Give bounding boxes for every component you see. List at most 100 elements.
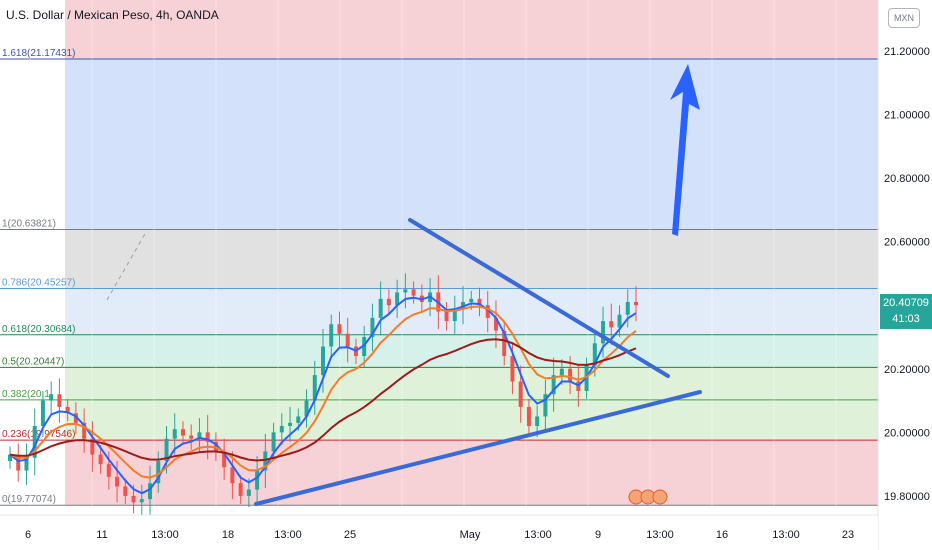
candle-body (461, 302, 466, 309)
candle-body (271, 432, 276, 452)
candle-body (452, 308, 457, 322)
candle-body (106, 464, 111, 477)
candle-body (40, 400, 45, 426)
fib-label-1: 1(20.63821) (2, 218, 56, 229)
candle-body (189, 435, 194, 439)
x-tick-label: 25 (344, 529, 356, 541)
candle-body (148, 483, 153, 500)
x-tick-label: 13:00 (274, 529, 302, 541)
ema-fast-line (9, 295, 637, 495)
candle-body (543, 394, 548, 417)
fib-zone-0 (65, 0, 878, 60)
candle-body (49, 394, 54, 401)
candle-body (172, 429, 177, 439)
candle-body (535, 416, 540, 426)
candle-body (205, 432, 210, 442)
fib-zone-4 (65, 334, 878, 368)
candle-body (139, 499, 144, 503)
candle-body (238, 483, 243, 496)
currency-badge[interactable]: MXN (888, 8, 920, 28)
up-arrow-icon (670, 64, 700, 236)
candle-body (329, 324, 334, 347)
candle-body (477, 298, 482, 306)
candle-body (386, 298, 391, 306)
x-tick-label: 18 (222, 529, 234, 541)
candle-body (263, 451, 268, 471)
descending-trendline (408, 218, 670, 378)
candle-body (370, 317, 375, 337)
candle-body (156, 460, 161, 484)
ema-slow-line (9, 338, 637, 462)
y-tick-label: 20.20000 (884, 364, 930, 376)
candle-body (8, 454, 12, 461)
x-tick-label: 13:00 (151, 529, 179, 541)
candle-body (518, 381, 523, 407)
current-price-tag: 20.40709 41:03 (880, 294, 932, 329)
candle-body (90, 438, 95, 455)
fib-label-7: 0(19.77074) (2, 494, 56, 505)
candle-body (568, 368, 573, 382)
candle-body (526, 406, 531, 426)
candle-body (230, 467, 235, 484)
candle-body (403, 289, 408, 293)
x-tick-label: 13:00 (524, 529, 552, 541)
candle-body (131, 495, 136, 503)
fib-zone-6 (65, 399, 878, 441)
x-tick-label: 16 (716, 529, 728, 541)
time-axis-bg (0, 515, 878, 550)
candle-body (57, 394, 62, 407)
candle-body (164, 438, 169, 461)
candle-body (255, 470, 260, 490)
fib-zone-5 (65, 367, 878, 400)
candle-body (395, 292, 400, 306)
fib-zone-1 (65, 59, 878, 230)
candle-body (98, 454, 103, 465)
candle-body (592, 343, 597, 366)
fib-label-4: 0.5(20.20447) (2, 356, 64, 367)
y-tick-label: 20.00000 (884, 427, 930, 439)
price-axis-bg (878, 0, 932, 550)
fib-label-6: 0.236(19.97546) (2, 429, 75, 440)
candle-body (288, 422, 293, 426)
candle-body (222, 451, 227, 468)
candle-body (32, 425, 37, 458)
candle-body (444, 311, 449, 322)
candle-body (24, 457, 29, 471)
candle-body (246, 489, 251, 496)
candle-body (617, 314, 622, 328)
fib-label-2: 0.786(20.45257) (2, 277, 75, 288)
x-tick-label: 9 (595, 529, 601, 541)
candle-body (296, 416, 301, 423)
y-tick-label: 20.60000 (884, 237, 930, 249)
candle-body (180, 429, 185, 436)
candle-body (123, 486, 128, 496)
candle-body (321, 346, 325, 376)
ascending-trendline (254, 390, 702, 506)
candle-body (337, 324, 342, 334)
y-tick-label: 20.80000 (884, 173, 930, 185)
bar-countdown: 41:03 (892, 313, 920, 325)
candle-body (559, 368, 564, 376)
candle-body (502, 330, 507, 357)
candle-body (469, 298, 474, 303)
candle-body (279, 425, 284, 433)
candle-body (493, 317, 498, 331)
candle-body (551, 375, 556, 395)
candle-body (609, 321, 614, 328)
fib-label-5: 0.382(20.1 (2, 389, 50, 400)
event-marker-icon (652, 489, 668, 505)
candle-body (197, 432, 202, 439)
candle-body (378, 298, 383, 318)
candle-body (485, 305, 490, 318)
x-tick-label: 23 (842, 529, 854, 541)
y-tick-label: 21.00000 (884, 109, 930, 121)
candle-body (345, 333, 350, 347)
ema-mid-line (9, 305, 637, 479)
x-tick-label: May (460, 529, 481, 541)
x-tick-label: 13:00 (646, 529, 674, 541)
x-tick-label: 11 (96, 529, 107, 541)
y-tick-label: 21.20000 (884, 46, 930, 58)
candle-body (510, 356, 515, 382)
